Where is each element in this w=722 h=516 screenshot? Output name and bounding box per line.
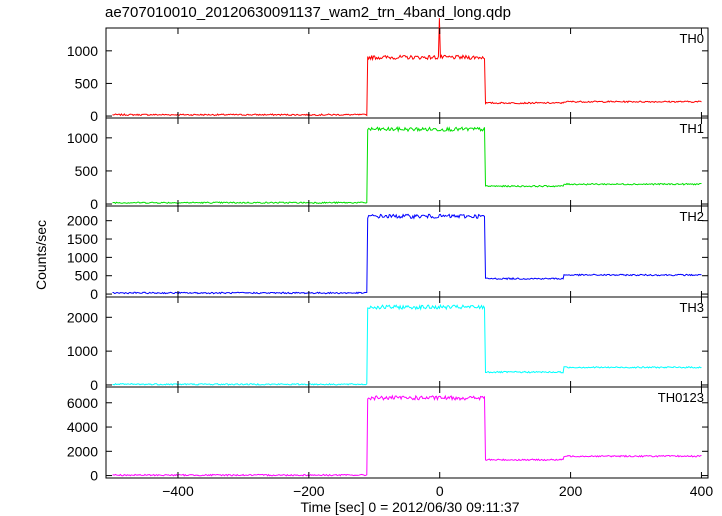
- x-tick-label: 0: [436, 483, 444, 499]
- y-tick-label: 0: [90, 468, 98, 484]
- y-tick-label: 500: [75, 268, 99, 284]
- y-tick-label: 2000: [67, 213, 98, 229]
- y-tick-label: 4000: [67, 419, 98, 435]
- x-tick-label: −400: [162, 483, 194, 499]
- y-tick-label: 0: [90, 108, 98, 124]
- x-tick-label: 200: [559, 483, 583, 499]
- y-tick-label: 1000: [67, 130, 98, 146]
- panel-th0: 0 500 1000 TH0: [67, 18, 709, 124]
- panel-label-th0123: TH0123: [658, 390, 704, 405]
- y-tick-label: 500: [75, 75, 99, 91]
- panel-frame: [105, 117, 709, 207]
- panel-th3: 0 1000 2000 TH3: [67, 296, 709, 393]
- y-tick-label: 1000: [67, 249, 98, 265]
- y-tick-label: 6000: [67, 395, 98, 411]
- y-tick-label: 0: [90, 377, 98, 393]
- panel-th0123: 0 2000 4000 6000 TH0123: [67, 386, 709, 484]
- y-tick-label: 2000: [67, 309, 98, 325]
- x-tick-label: −200: [293, 483, 325, 499]
- panel-label-th3: TH3: [679, 300, 704, 315]
- y-tick-label: 1000: [67, 43, 98, 59]
- y-tick-label: 1000: [67, 343, 98, 359]
- panel-label-th1: TH1: [679, 121, 704, 136]
- panel-frame: [105, 386, 709, 479]
- panel-th1: 0 500 1000 TH1: [67, 117, 709, 212]
- x-axis-title: Time [sec] 0 = 2012/06/30 09:11:37: [300, 499, 519, 515]
- series-line-th3: [112, 303, 702, 386]
- series-line-th2: [112, 213, 702, 295]
- panel-label-th0: TH0: [679, 31, 704, 46]
- y-tick-label: 1500: [67, 231, 98, 247]
- series-line-th1: [112, 126, 702, 205]
- y-tick-label: 0: [90, 286, 98, 302]
- series-line-th0123: [112, 394, 702, 477]
- y-tick-label: 500: [75, 163, 99, 179]
- panel-frame: [105, 296, 709, 388]
- panel-label-th2: TH2: [679, 209, 704, 224]
- y-axis-title: Counts/sec: [33, 220, 49, 290]
- panel-frame: [105, 27, 709, 119]
- x-tick-label: 400: [690, 483, 714, 499]
- series-line-th0: [112, 18, 702, 117]
- chart-title: ae707010010_20120630091137_wam2_trn_4ban…: [105, 4, 511, 21]
- y-tick-label: 2000: [67, 443, 98, 459]
- panel-th2: 0 500 1000 1500 2000 TH2: [67, 205, 709, 302]
- y-tick-label: 0: [90, 196, 98, 212]
- panel-frame: [105, 205, 709, 298]
